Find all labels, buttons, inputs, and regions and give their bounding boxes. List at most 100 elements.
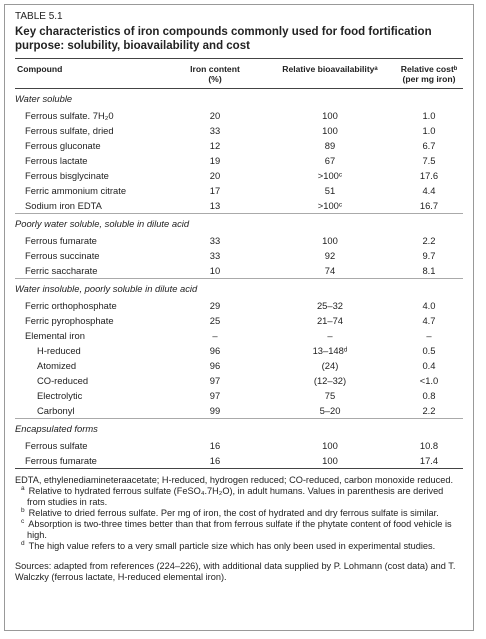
- value-cell: 16: [209, 440, 221, 451]
- table-body: Water soluble Ferrous sulfate. 7H₂0 20 100 1…: [15, 89, 463, 469]
- value-cell: (12–32): [313, 375, 347, 386]
- value-cell: 100: [322, 235, 338, 246]
- table-row: Ferrous fumarate 16 100 17.4: [15, 453, 463, 469]
- value-cell: 0.8: [422, 390, 436, 401]
- compound-cell: Atomized: [37, 360, 77, 371]
- value-cell: 100: [322, 125, 338, 136]
- value-cell: 10: [209, 265, 221, 276]
- footnote-marker: d: [21, 539, 25, 547]
- value-cell: <1.0: [419, 375, 439, 386]
- compound-cell: Carbonyl: [37, 405, 75, 416]
- header-row: Compound Iron content (%) Relative bioav…: [15, 59, 463, 89]
- table-row: Electrolytic 97 75 0.8: [15, 388, 463, 403]
- compound-cell: Ferrous sulfate, dried: [25, 125, 114, 136]
- value-cell: 4.4: [422, 185, 436, 196]
- value-cell: 25: [209, 315, 221, 326]
- notes: EDTA, ethylenediamineteraacetate; H-redu…: [15, 475, 463, 583]
- footnote-text: Relative to dried ferrous sulfate. Per m…: [28, 508, 439, 518]
- compound-cell: Ferrous lactate: [25, 155, 88, 166]
- value-cell: 100: [322, 440, 338, 451]
- section-row: Poorly water soluble, soluble in dilute …: [15, 213, 463, 233]
- value-cell: –: [327, 330, 333, 341]
- compound-cell: Ferrous gluconate: [25, 140, 101, 151]
- value-cell: 96: [209, 345, 221, 356]
- compound-cell: Ferrous succinate: [25, 250, 100, 261]
- value-cell: 33: [209, 125, 221, 136]
- footnote-marker: b: [21, 506, 25, 514]
- table-row: Ferric pyrophosphate 25 21–74 4.7: [15, 313, 463, 328]
- compound-cell: Ferric saccharate: [25, 265, 98, 276]
- value-cell: 67: [324, 155, 336, 166]
- value-cell: –: [212, 330, 218, 341]
- value-cell: 0.4: [422, 360, 436, 371]
- table-row: Ferric saccharate 10 74 8.1: [15, 263, 463, 279]
- value-cell: 13: [209, 200, 221, 211]
- footnote: b Relative to dried ferrous sulfate. Per …: [15, 506, 463, 519]
- value-cell: 33: [209, 235, 221, 246]
- value-cell: 100: [322, 455, 338, 466]
- section-row: Encapsulated forms: [15, 418, 463, 438]
- footnote: a Relative to hydrated ferrous sulfate (F…: [15, 485, 463, 508]
- section-heading: Encapsulated forms: [15, 418, 463, 438]
- value-cell: 17.4: [419, 455, 439, 466]
- compound-cell: Sodium iron EDTA: [25, 200, 102, 211]
- value-cell: 75: [324, 390, 336, 401]
- footnote-text: Absorption is two-three times better tha…: [27, 519, 452, 540]
- table-row: Ferrous sulfate 16 100 10.8: [15, 438, 463, 453]
- sources: Sources: adapted from references (224–22…: [15, 561, 456, 582]
- compound-cell: Ferric pyrophosphate: [25, 315, 114, 326]
- value-cell: 33: [209, 250, 221, 261]
- value-cell: 1.0: [422, 110, 436, 121]
- table-row: Elemental iron – – –: [15, 328, 463, 343]
- footnote-text: Relative to hydrated ferrous sulfate (Fe…: [27, 486, 444, 507]
- section-heading: Water insoluble, poorly soluble in dilut…: [15, 278, 463, 298]
- compound-cell: Ferrous fumarate: [25, 235, 97, 246]
- footnote-marker: c: [21, 517, 25, 525]
- value-cell: 7.5: [422, 155, 436, 166]
- table-row: Ferrous succinate 33 92 9.7: [15, 248, 463, 263]
- table-row: Ferric ammonium citrate 17 51 4.4: [15, 183, 463, 198]
- value-cell: >100ᶜ: [317, 200, 343, 211]
- value-cell: 96: [209, 360, 221, 371]
- value-cell: 99: [209, 405, 221, 416]
- table-row: Atomized 96 (24) 0.4: [15, 358, 463, 373]
- section-row: Water insoluble, poorly soluble in dilut…: [15, 278, 463, 298]
- compound-cell: Ferrous fumarate: [25, 455, 97, 466]
- value-cell: 92: [324, 250, 336, 261]
- value-cell: 2.2: [422, 235, 436, 246]
- compound-cell: Elemental iron: [25, 330, 85, 341]
- value-cell: 89: [324, 140, 336, 151]
- section-heading: Poorly water soluble, soluble in dilute …: [15, 213, 463, 233]
- compound-cell: Ferrous sulfate: [25, 440, 88, 451]
- value-cell: 6.7: [422, 140, 436, 151]
- footnote: d The high value refers to a very small p…: [15, 539, 463, 552]
- table-label: TABLE 5.1: [15, 11, 63, 22]
- table-header: Compound Iron content (%) Relative bioav…: [15, 59, 463, 89]
- value-cell: 97: [209, 390, 221, 401]
- value-cell: 25–32: [316, 300, 344, 311]
- table-row: Carbonyl 99 5–20 2.2: [15, 403, 463, 419]
- table-row: Ferrous fumarate 33 100 2.2: [15, 233, 463, 248]
- value-cell: (24): [321, 360, 339, 371]
- value-cell: 51: [324, 185, 336, 196]
- value-cell: 20: [209, 170, 221, 181]
- value-cell: 21–74: [316, 315, 344, 326]
- section-heading: Water soluble: [15, 93, 73, 104]
- table-title: Key characteristics of iron compounds co…: [15, 25, 463, 59]
- column-header: Relative bioavailabilityᵃ: [282, 64, 378, 74]
- compound-cell: Electrolytic: [37, 390, 83, 401]
- table-row: Ferrous gluconate 12 89 6.7: [15, 138, 463, 153]
- value-cell: –: [426, 330, 432, 341]
- table-row: CO-reduced 97 (12–32) <1.0: [15, 373, 463, 388]
- compound-cell: CO-reduced: [37, 375, 89, 386]
- table-row: Ferric orthophosphate 29 25–32 4.0: [15, 298, 463, 313]
- compound-cell: H-reduced: [37, 345, 81, 356]
- value-cell: 1.0: [422, 125, 436, 136]
- value-cell: 2.2: [422, 405, 436, 416]
- column-header: Iron content (%): [190, 64, 240, 84]
- value-cell: 12: [209, 140, 221, 151]
- value-cell: 17.6: [419, 170, 439, 181]
- value-cell: 13–148ᵈ: [312, 345, 348, 356]
- section-row: Water soluble: [15, 89, 463, 109]
- compound-cell: Ferrous bisglycinate: [25, 170, 109, 181]
